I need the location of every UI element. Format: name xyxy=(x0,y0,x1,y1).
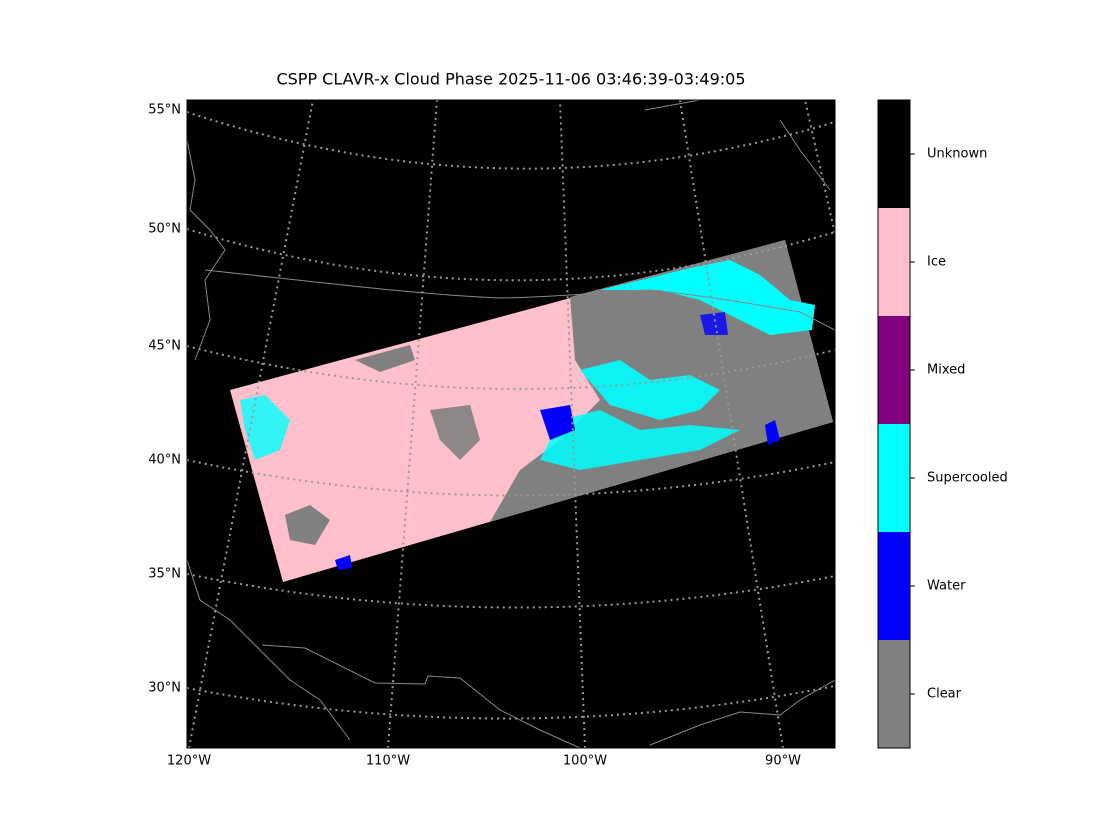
colorbar-label: Unknown xyxy=(927,147,987,162)
lon-label: 120°W xyxy=(167,754,211,769)
colorbar-frame xyxy=(877,99,911,749)
map-content xyxy=(187,100,835,748)
coastlines xyxy=(187,100,835,748)
lat-label: 35°N xyxy=(148,567,181,582)
map-title: CSPP CLAVR-x Cloud Phase 2025-11-06 03:4… xyxy=(276,70,745,89)
colorbar-label: Ice xyxy=(927,255,946,270)
colorbar-segment xyxy=(878,532,910,640)
graticule xyxy=(187,100,835,748)
colorbar-segment xyxy=(878,640,910,748)
lon-label: 110°W xyxy=(366,754,410,769)
colorbar-segment xyxy=(878,208,910,316)
map-frame xyxy=(186,99,836,749)
lat-label: 50°N xyxy=(148,222,181,237)
colorbar-label: Mixed xyxy=(927,363,965,378)
lat-label: 30°N xyxy=(148,681,181,696)
colorbar-segment xyxy=(878,100,910,208)
lon-label: 100°W xyxy=(563,754,607,769)
colorbar-label: Supercooled xyxy=(927,471,1008,486)
lat-label: 40°N xyxy=(148,453,181,468)
lat-label: 45°N xyxy=(148,339,181,354)
colorbar-segment xyxy=(878,316,910,424)
lon-label: 90°W xyxy=(765,754,801,769)
colorbar-label: Clear xyxy=(927,687,962,702)
colorbar-segment xyxy=(878,424,910,532)
lat-label: 55°N xyxy=(148,103,181,118)
colorbar-label: Water xyxy=(927,579,966,594)
